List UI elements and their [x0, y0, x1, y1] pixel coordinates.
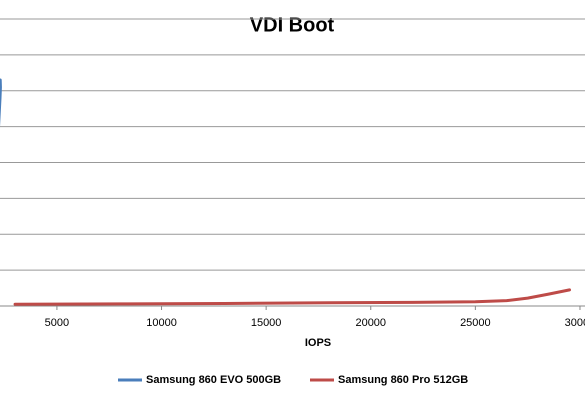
x-axis-title: IOPS [305, 337, 331, 349]
x-tick-label: 10000 [146, 317, 177, 329]
series-line [13, 288, 572, 306]
chart-title: VDI Boot [250, 14, 335, 36]
x-tick-label: 25000 [460, 317, 491, 329]
x-tick-label: 15000 [251, 317, 282, 329]
x-tick-label: 30000 [565, 317, 585, 329]
legend-label: Samsung 860 Pro 512GB [338, 374, 468, 386]
legend-label: Samsung 860 EVO 500GB [146, 374, 281, 386]
x-tick-label: 20000 [355, 317, 386, 329]
x-tick-label: 5000 [45, 317, 69, 329]
